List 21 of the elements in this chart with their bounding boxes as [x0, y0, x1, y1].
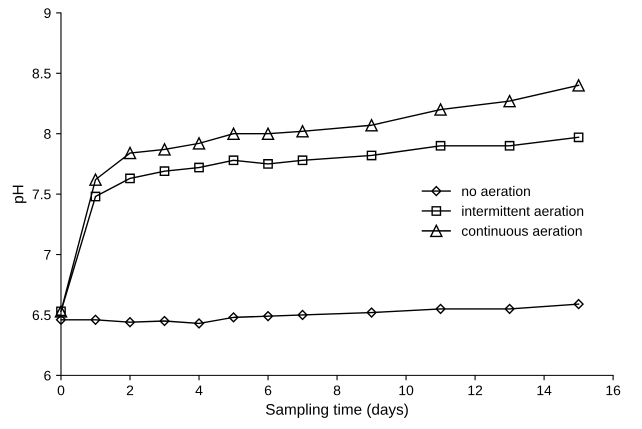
y-tick-label: 9: [44, 8, 51, 18]
y-axis-title: pH: [12, 186, 26, 203]
x-tick-label: 6: [264, 385, 272, 396]
x-tick-label: 12: [468, 385, 482, 396]
y-tick-label: 6.5: [32, 310, 51, 320]
x-tick-label: 0: [58, 385, 64, 396]
y-tick-label: 8: [44, 129, 51, 139]
y-tick-label: 7.5: [32, 190, 51, 200]
x-tick-label: 16: [606, 385, 620, 396]
x-tick-label: 8: [334, 385, 340, 396]
x-axis-title: Sampling time (days): [266, 404, 408, 418]
legend-label: intermittent aeration: [462, 206, 584, 216]
y-tick-label: 8.5: [32, 68, 51, 78]
x-tick-label: 14: [537, 386, 552, 396]
y-tick-label: 7: [44, 250, 51, 260]
y-tick-label: 6: [44, 370, 51, 381]
legend-label: continuous aeration: [462, 226, 582, 236]
x-tick-label: 2: [126, 385, 134, 396]
x-tick-label: 10: [399, 385, 414, 396]
x-tick-label: 4: [195, 386, 202, 396]
legend-label: no aeration: [462, 186, 530, 196]
